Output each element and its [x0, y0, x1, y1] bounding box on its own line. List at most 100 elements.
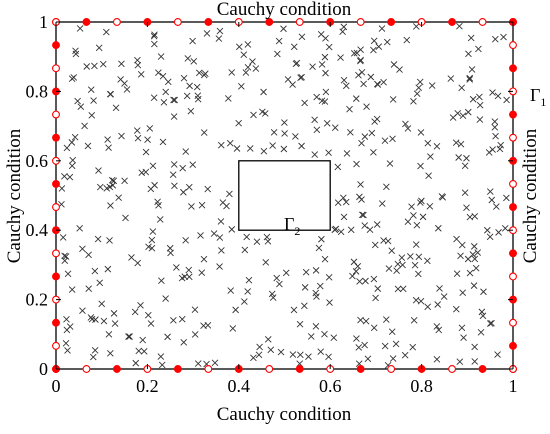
interior-point [325, 273, 333, 281]
interior-point [357, 56, 364, 64]
gamma-1-subscript: 1 [540, 95, 546, 109]
interior-point [305, 353, 312, 360]
interior-point [311, 151, 319, 158]
interior-point [250, 354, 257, 362]
interior-point [94, 235, 102, 243]
boundary-point [387, 18, 396, 26]
interior-point [457, 252, 464, 260]
interior-point [63, 316, 70, 323]
axis-ticks: 0 0.2 0.4 0.6 0.8 1 0 0.2 0.4 0.6 0.8 1 [26, 12, 518, 396]
interior-point [69, 156, 77, 164]
interior-point [157, 353, 165, 360]
interior-point [356, 193, 363, 201]
boundary-point [265, 365, 274, 373]
interior-point [138, 169, 146, 177]
interior-point [150, 94, 158, 102]
interior-point [293, 59, 301, 67]
interior-point [280, 145, 288, 153]
interior-point [434, 224, 442, 232]
interior-point [154, 198, 161, 206]
interior-point [356, 278, 363, 285]
interior-point [228, 226, 236, 233]
interior-point [263, 233, 271, 241]
interior-point [355, 344, 363, 351]
interior-point [95, 167, 102, 174]
interior-point [74, 97, 81, 105]
interior-point [194, 92, 202, 100]
interior-point [108, 176, 116, 184]
interior-point [392, 340, 400, 348]
interior-point [453, 270, 461, 278]
interior-point [419, 213, 427, 221]
interior-point [68, 139, 76, 146]
interior-point [72, 47, 79, 55]
interior-point [313, 93, 321, 101]
interior-point [352, 268, 360, 275]
interior-point [370, 46, 377, 54]
interior-point [217, 218, 225, 225]
interior-point [355, 71, 362, 79]
interior-point [226, 139, 234, 147]
interior-point [133, 127, 141, 134]
boundary-collocation-points [52, 18, 517, 373]
interior-point [453, 235, 460, 243]
interior-point [260, 147, 268, 155]
interior-point [63, 144, 71, 152]
interior-point [322, 69, 329, 77]
interior-point [480, 288, 487, 296]
interior-point [189, 37, 196, 45]
interior-point [139, 336, 147, 344]
interior-point [256, 343, 263, 351]
interior-point [352, 95, 360, 102]
interior-point [273, 274, 281, 282]
interior-point [426, 202, 434, 210]
interior-point [182, 148, 190, 155]
interior-point [471, 358, 479, 365]
interior-point [211, 359, 219, 367]
interior-point [216, 234, 224, 241]
interior-point [331, 226, 339, 234]
interior-point [135, 347, 143, 355]
boundary-point [478, 365, 487, 373]
interior-point [106, 90, 114, 98]
interior-point [173, 264, 180, 271]
boundary-point [82, 365, 91, 373]
boundary-point [356, 18, 365, 26]
interior-point [407, 253, 414, 260]
interior-point [464, 108, 472, 116]
gamma-1-label: Γ1 [530, 85, 546, 109]
interior-point [216, 27, 224, 35]
interior-point [194, 360, 202, 367]
interior-point [121, 177, 128, 185]
x-tick-label: 0.8 [410, 376, 433, 396]
interior-point [255, 351, 263, 359]
boundary-point [204, 365, 213, 373]
interior-point [264, 237, 272, 245]
interior-point [489, 89, 496, 96]
interior-point [264, 336, 272, 343]
boundary-point [509, 64, 517, 73]
boundary-point [112, 18, 121, 26]
interior-point [280, 25, 287, 33]
interior-point [242, 69, 250, 76]
interior-point [229, 325, 237, 332]
interior-point [353, 335, 360, 342]
boundary-point [52, 341, 60, 350]
boundary-point [509, 179, 517, 188]
interior-point [424, 257, 431, 265]
interior-point [469, 251, 477, 258]
interior-point [393, 267, 400, 274]
interior-point [162, 295, 169, 302]
interior-point [122, 214, 129, 222]
interior-point [106, 237, 113, 244]
interior-point [297, 351, 304, 359]
interior-point [417, 162, 424, 170]
interior-point [267, 346, 275, 354]
interior-point [349, 272, 356, 280]
interior-point [373, 221, 381, 228]
gamma-2-symbol: Γ [284, 214, 294, 234]
interior-point [476, 101, 484, 109]
interior-point [195, 69, 203, 77]
interior-point [58, 185, 66, 192]
interior-point [197, 232, 204, 239]
